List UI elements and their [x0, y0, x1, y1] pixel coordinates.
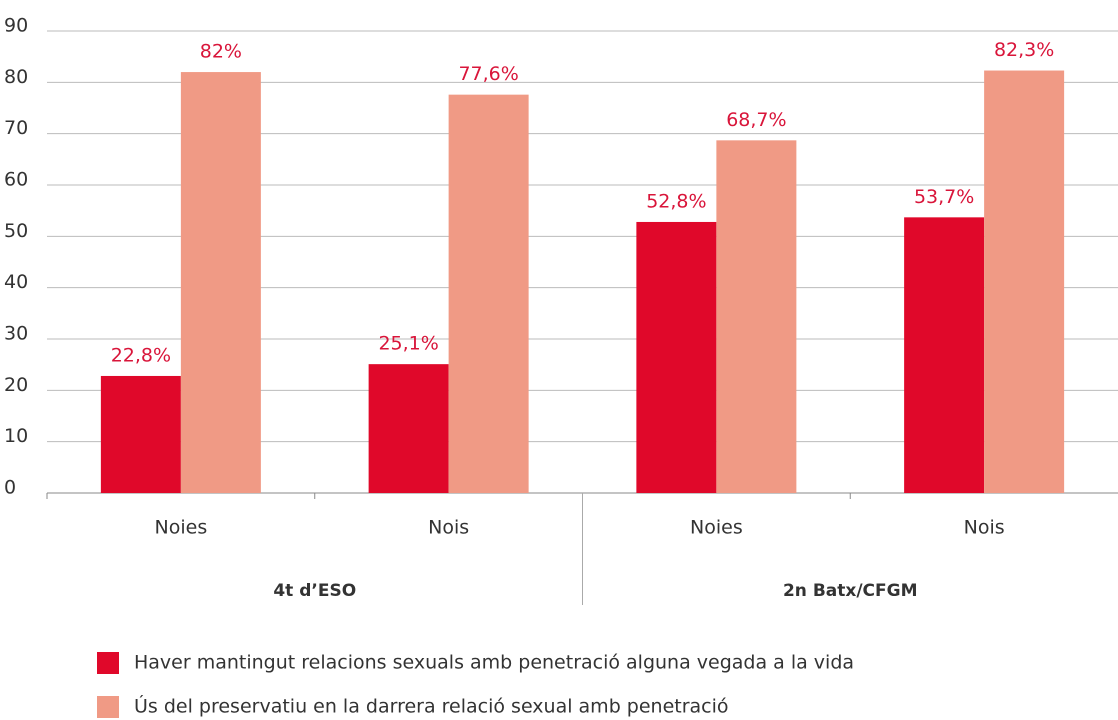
y-tick-label: 90 [4, 15, 28, 37]
group-label: 2n Batx/CFGM [783, 581, 918, 601]
x-tick-label: Nois [428, 517, 469, 539]
bar [368, 364, 449, 493]
y-tick-label: 30 [4, 323, 28, 345]
value-label: 25,1% [378, 333, 438, 355]
value-label: 53,7% [914, 186, 974, 208]
y-tick-label: 10 [4, 425, 28, 447]
value-label: 82% [200, 41, 242, 63]
value-label: 22,8% [111, 344, 171, 366]
bar [716, 140, 797, 493]
legend-swatch [97, 652, 119, 674]
value-label: 68,7% [726, 109, 786, 131]
y-tick-label: 0 [4, 477, 16, 499]
value-label: 52,8% [646, 190, 706, 212]
y-tick-label: 60 [4, 169, 28, 191]
y-tick-label: 20 [4, 374, 28, 396]
x-tick-label: Nois [964, 517, 1005, 539]
y-tick-label: 70 [4, 117, 28, 139]
bar [100, 375, 181, 493]
legend-swatch [97, 696, 119, 718]
bar [448, 94, 529, 494]
bar [180, 72, 261, 494]
y-tick-label: 50 [4, 220, 28, 242]
legend-label: Haver mantingut relacions sexuals amb pe… [134, 652, 854, 674]
group-label: 4t d’ESO [273, 581, 356, 601]
y-tick-label: 40 [4, 271, 28, 293]
y-tick-label: 80 [4, 66, 28, 88]
legend-label: Ús del preservatiu en la darrera relació… [134, 694, 729, 718]
bar [636, 221, 717, 493]
bar [904, 217, 985, 493]
value-label: 77,6% [458, 63, 518, 85]
bar [984, 70, 1065, 493]
x-tick-label: Noies [155, 517, 208, 539]
value-label: 82,3% [994, 39, 1054, 61]
x-tick-label: Noies [690, 517, 743, 539]
